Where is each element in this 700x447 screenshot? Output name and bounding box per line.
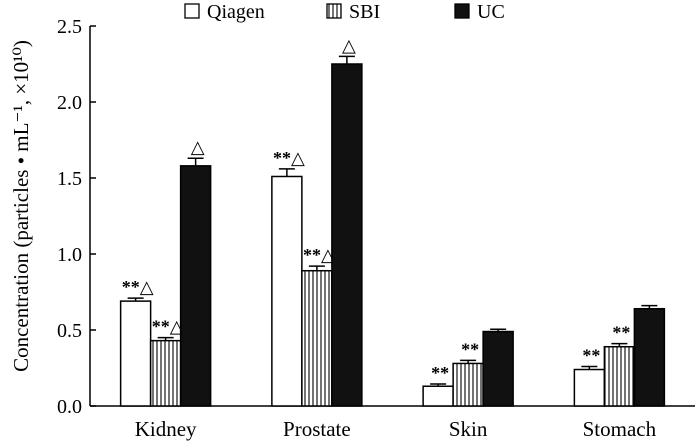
significance-label: △ xyxy=(342,35,356,55)
significance-label: ** xyxy=(612,323,630,343)
bar-uc-prostate xyxy=(331,63,363,407)
bar-uc-kidney xyxy=(179,165,212,407)
bar-qiagen-skin xyxy=(422,385,454,407)
bar-uc-skin xyxy=(482,330,514,407)
bar-sbi-stomach xyxy=(603,345,636,407)
legend-swatch-uc xyxy=(454,3,470,19)
bar-sbi-skin xyxy=(452,362,484,407)
significance-label: ** xyxy=(461,339,479,359)
bar-uc-stomach xyxy=(633,307,666,407)
y-tick-label: 0.5 xyxy=(57,320,82,342)
x-tick-label: Prostate xyxy=(283,417,351,441)
significance-label: △ xyxy=(191,137,205,157)
significance-label: ** xyxy=(582,345,600,365)
legend-label-uc: UC xyxy=(477,1,505,23)
x-tick-label: Skin xyxy=(449,417,488,441)
y-tick-label: 1.0 xyxy=(57,244,82,266)
y-tick-label: 1.5 xyxy=(57,168,82,190)
bar-qiagen-kidney xyxy=(119,300,152,407)
bar-sbi-prostate xyxy=(301,269,333,407)
significance-label: ** xyxy=(431,363,449,383)
x-tick-label: Kidney xyxy=(135,417,197,441)
significance-label: **△ xyxy=(303,245,335,265)
bar-qiagen-prostate xyxy=(271,175,303,407)
significance-label: **△ xyxy=(152,317,184,337)
significance-label: **△ xyxy=(122,277,154,297)
x-tick-label: Stomach xyxy=(583,417,657,441)
y-tick-label: 0.0 xyxy=(57,396,82,418)
bar-sbi-kidney xyxy=(149,339,182,407)
legend-swatch-qiagen xyxy=(184,3,200,19)
bar-qiagen-stomach xyxy=(573,368,606,407)
y-tick-label: 2.5 xyxy=(57,16,82,38)
y-tick-label: 2.0 xyxy=(57,92,82,114)
significance-label: **△ xyxy=(273,148,305,168)
legend-label-sbi: SBI xyxy=(349,1,380,23)
y-axis-title: Concentration (particles • mL⁻¹, ×10¹⁰) xyxy=(9,40,33,372)
legend-label-qiagen: Qiagen xyxy=(207,1,265,23)
legend-swatch-sbi xyxy=(326,3,342,19)
